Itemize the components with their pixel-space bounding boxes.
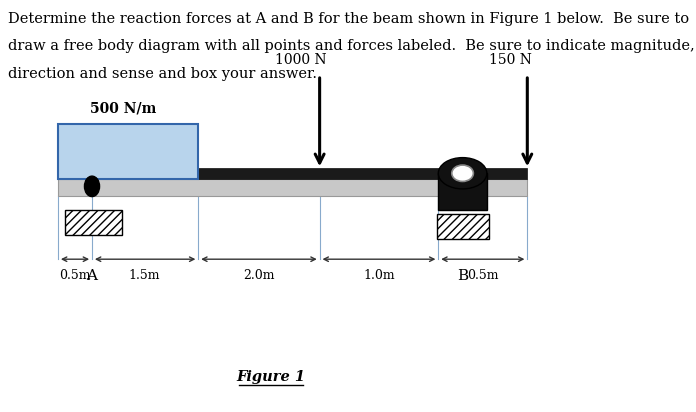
Text: Figure 1: Figure 1	[237, 370, 306, 384]
Ellipse shape	[84, 176, 100, 197]
Bar	[58, 124, 198, 179]
Bar	[437, 214, 489, 239]
Text: Determine the reaction forces at A and B for the beam shown in Figure 1 below.  : Determine the reaction forces at A and B…	[8, 12, 689, 26]
Text: A: A	[86, 269, 97, 283]
Text: 2.0m: 2.0m	[243, 269, 274, 283]
Bar	[65, 210, 122, 235]
Text: 0.5m: 0.5m	[59, 269, 90, 283]
Text: 1000 N: 1000 N	[275, 53, 326, 67]
Bar	[58, 179, 528, 196]
Text: direction and sense and box your answer.: direction and sense and box your answer.	[8, 67, 317, 81]
Text: 1.0m: 1.0m	[363, 269, 395, 283]
Bar	[438, 173, 487, 210]
Circle shape	[452, 165, 473, 181]
Text: draw a free body diagram with all points and forces labeled.  Be sure to indicat: draw a free body diagram with all points…	[8, 40, 695, 54]
Bar	[58, 168, 528, 179]
Text: B: B	[457, 269, 468, 283]
Ellipse shape	[438, 158, 487, 189]
Text: 0.5m: 0.5m	[467, 269, 498, 283]
Text: 150 N: 150 N	[489, 53, 532, 67]
Text: 500 N/m: 500 N/m	[90, 102, 156, 116]
Text: 1.5m: 1.5m	[129, 269, 160, 283]
